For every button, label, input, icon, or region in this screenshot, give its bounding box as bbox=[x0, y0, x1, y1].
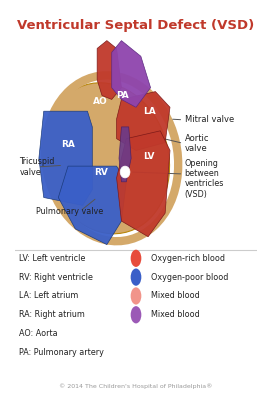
Text: Oxygen-poor blood: Oxygen-poor blood bbox=[151, 273, 228, 282]
Text: LA: Left atrium: LA: Left atrium bbox=[20, 292, 79, 301]
Text: Tricuspid
valve: Tricuspid valve bbox=[20, 157, 55, 177]
Text: © 2014 The Children's Hospital of Philadelphia®: © 2014 The Children's Hospital of Philad… bbox=[59, 383, 213, 389]
Text: LV: Left ventricle: LV: Left ventricle bbox=[20, 254, 86, 263]
Text: Ventricular Septal Defect (VSD): Ventricular Septal Defect (VSD) bbox=[17, 19, 255, 32]
Text: Aortic
valve: Aortic valve bbox=[185, 134, 209, 153]
Text: AO: Aorta: AO: Aorta bbox=[20, 329, 58, 338]
Ellipse shape bbox=[44, 83, 169, 234]
Polygon shape bbox=[39, 111, 92, 205]
Text: RA: Right atrium: RA: Right atrium bbox=[20, 310, 85, 319]
Text: AO: AO bbox=[93, 97, 108, 106]
Circle shape bbox=[131, 269, 141, 286]
Circle shape bbox=[131, 287, 141, 305]
Polygon shape bbox=[117, 131, 170, 237]
Text: LV: LV bbox=[144, 152, 155, 161]
Text: PA: PA bbox=[116, 91, 129, 100]
Text: RV: Right ventricle: RV: Right ventricle bbox=[20, 273, 93, 282]
Polygon shape bbox=[112, 41, 151, 107]
Text: Opening
between
ventricles
(VSD): Opening between ventricles (VSD) bbox=[185, 158, 224, 199]
Text: RV: RV bbox=[94, 167, 108, 177]
Text: Mitral valve: Mitral valve bbox=[185, 115, 234, 124]
Circle shape bbox=[131, 306, 141, 324]
Ellipse shape bbox=[120, 166, 130, 178]
Text: PA: Pulmonary artery: PA: Pulmonary artery bbox=[20, 348, 104, 357]
Text: RA: RA bbox=[61, 140, 75, 149]
Polygon shape bbox=[58, 166, 126, 245]
Text: Oxygen-rich blood: Oxygen-rich blood bbox=[151, 254, 225, 263]
Text: Mixed blood: Mixed blood bbox=[151, 310, 199, 319]
Polygon shape bbox=[119, 127, 131, 182]
Circle shape bbox=[131, 250, 141, 267]
Polygon shape bbox=[97, 41, 121, 100]
Text: Pulmonary valve: Pulmonary valve bbox=[36, 207, 104, 216]
Text: Mixed blood: Mixed blood bbox=[151, 292, 199, 301]
Text: LA: LA bbox=[143, 107, 156, 116]
Polygon shape bbox=[117, 92, 170, 150]
